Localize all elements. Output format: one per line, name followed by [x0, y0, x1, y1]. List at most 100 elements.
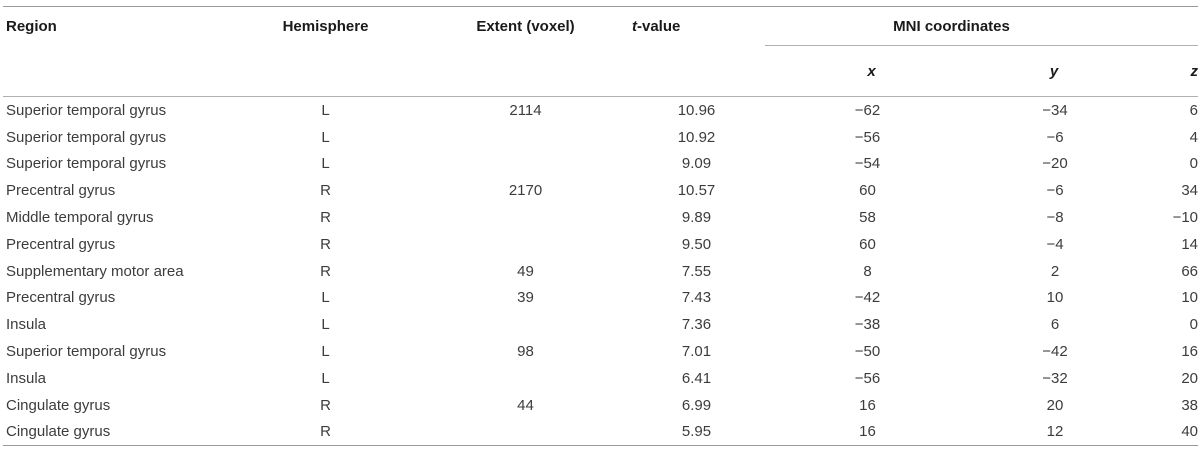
cell-t-value: 6.41 [681, 369, 712, 387]
table-row: Supplementary motor area R 49 7.55 8 2 66 [3, 258, 1198, 285]
table-row: Cingulate gyrus R 5.95 16 12 40 [3, 418, 1199, 447]
cell-extent: 39 [517, 289, 534, 307]
table-row: Middle temporal gyrus R 9.89 58 −8 −10 [3, 204, 1198, 231]
cell-t-value: 7.36 [681, 316, 712, 334]
cell-extent [423, 204, 628, 231]
cell-t-value: 7.43 [681, 289, 712, 307]
cell-extent [423, 365, 628, 392]
cell-hemisphere: L [321, 128, 330, 146]
table-row: Precentral gyrus L 39 7.43 −42 10 10 [3, 285, 1198, 312]
cell-region: Cingulate gyrus [3, 418, 228, 447]
cell-y: −6 [1046, 182, 1064, 200]
cell-x: −54 [854, 155, 881, 173]
cell-region: Precentral gyrus [6, 289, 116, 307]
cell-extent [423, 311, 628, 338]
header-t-italic: t [632, 17, 637, 35]
table-row: Insula L 6.41 −56 −32 20 [3, 365, 1198, 392]
header-t-value: t-value [628, 6, 765, 46]
cell-hemisphere: R [320, 262, 331, 280]
table-row: Superior temporal gyrus L 2114 10.96 −62 −34 6 [3, 97, 1198, 124]
cell-z: 6 [1189, 101, 1199, 119]
cell-hemisphere: L [321, 289, 330, 307]
cell-y: 20 [1046, 396, 1064, 414]
cell-y: 2 [1050, 262, 1060, 280]
cell-hemisphere: L [321, 101, 330, 119]
cell-hemisphere: R [320, 182, 331, 200]
cell-x: −42 [854, 289, 881, 307]
cell-y: −6 [1046, 128, 1064, 146]
cell-x: −62 [854, 101, 881, 119]
cell-region: Cingulate gyrus [6, 396, 111, 414]
cell-extent: 2114 [509, 101, 542, 119]
cell-t-value: 6.99 [681, 396, 712, 414]
subheader-empty-3 [423, 45, 628, 97]
cell-hemisphere: R [228, 418, 423, 447]
cell-x: −56 [854, 369, 881, 387]
cell-y: 12 [930, 418, 1140, 447]
table-row: Precentral gyrus R 2170 10.57 60 −6 34 [3, 177, 1198, 204]
cell-region: Middle temporal gyrus [6, 209, 154, 227]
cell-x: 8 [863, 262, 872, 280]
table-row: Superior temporal gyrus L 98 7.01 −50 −42 16 [3, 338, 1198, 365]
table-row: Superior temporal gyrus L 10.92 −56 −6 4 [3, 124, 1198, 151]
header-x: x [765, 45, 930, 97]
cell-t-value: 9.89 [681, 209, 712, 227]
cell-x: 16 [765, 418, 930, 447]
cell-z: 16 [1181, 343, 1199, 361]
table-body: Superior temporal gyrus L 2114 10.96 −62 −34 6… [3, 97, 1199, 447]
cell-region: Insula [6, 369, 47, 387]
cell-z: 4 [1189, 128, 1199, 146]
cell-hemisphere: R [320, 396, 331, 414]
cell-y: −8 [1046, 209, 1064, 227]
header-row: Region Hemisphere Extent (voxel) t-value… [3, 6, 1199, 46]
cell-x: −56 [854, 128, 881, 146]
cell-x: 60 [859, 235, 876, 253]
table-row: Insula L 7.36 −38 6 0 [3, 311, 1198, 338]
table-row: Precentral gyrus R 9.50 60 −4 14 [3, 231, 1198, 258]
cell-extent [423, 124, 628, 151]
cell-extent: 2170 [508, 182, 543, 200]
cell-t-value: 7.01 [681, 343, 712, 361]
cell-x: 16 [859, 396, 876, 414]
cell-t-value: 9.09 [681, 155, 712, 173]
cell-region: Superior temporal gyrus [6, 343, 167, 361]
cell-t-value: 7.55 [681, 262, 712, 280]
cell-x: 60 [859, 182, 876, 200]
header-hemisphere: Hemisphere [228, 6, 423, 46]
cell-y: −20 [1042, 155, 1068, 173]
cell-region: Superior temporal gyrus [6, 101, 167, 119]
cell-extent: 49 [517, 262, 534, 280]
cell-z: 0 [1189, 155, 1199, 173]
cell-extent [423, 418, 628, 447]
cell-x: −38 [854, 316, 881, 334]
cell-t-value: 10.57 [677, 182, 716, 200]
cell-z: 38 [1181, 396, 1199, 414]
cell-t-value: 9.50 [681, 235, 712, 253]
header-region: Region [3, 6, 228, 46]
cell-t-value: 10.96 [677, 101, 716, 119]
cell-hemisphere: R [320, 235, 331, 253]
cell-hemisphere: L [321, 343, 330, 361]
subheader-empty-2 [228, 45, 423, 97]
header-y: y [930, 45, 1140, 97]
cell-t-value: 10.92 [677, 128, 716, 146]
header-t-suffix: -value [637, 17, 681, 35]
cell-region: Superior temporal gyrus [6, 128, 167, 146]
header-z: z [1140, 45, 1199, 97]
subheader-row: x y z [3, 45, 1199, 97]
cell-extent [423, 151, 628, 178]
cell-y: −4 [1046, 235, 1064, 253]
cell-region: Insula [6, 316, 47, 334]
cell-region: Precentral gyrus [6, 182, 116, 200]
cell-hemisphere: R [320, 209, 331, 227]
cell-z: 40 [1140, 418, 1199, 447]
cell-y: 10 [1046, 289, 1064, 307]
cell-z: 0 [1189, 316, 1199, 334]
cell-z: −10 [1172, 209, 1199, 227]
subheader-empty-4 [628, 45, 765, 97]
cell-z: 20 [1181, 369, 1199, 387]
cell-z: 34 [1181, 182, 1199, 200]
table-row: Superior temporal gyrus L 9.09 −54 −20 0 [3, 151, 1198, 178]
results-table: Region Hemisphere Extent (voxel) t-value… [3, 6, 1199, 447]
